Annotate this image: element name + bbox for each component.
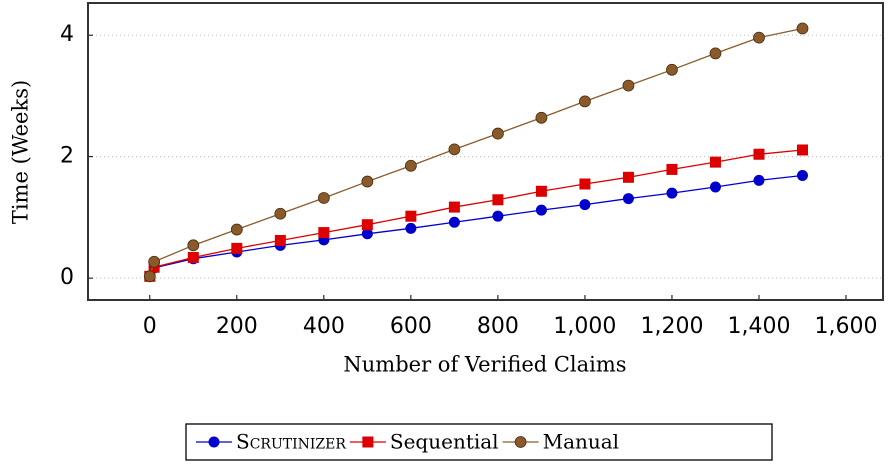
legend-item: Scrutinizer [196,430,346,454]
marker [796,22,809,35]
marker [535,111,548,124]
x-tick-label: 1,000 [553,314,616,339]
x-tick-label: 0 [143,314,157,339]
x-tick-label: 800 [477,314,519,339]
legend-label: Sequential [390,430,499,454]
marker [709,156,721,168]
marker [317,192,330,204]
series-line [149,27,803,277]
marker [143,270,156,283]
marker [666,63,678,76]
marker [404,159,417,172]
marker [709,181,721,193]
y-axis-label: Time (Weeks) [9,80,33,224]
marker [709,47,722,60]
x-tick-label: 200 [216,314,258,339]
marker [405,210,417,222]
marker [666,187,678,199]
marker [362,436,374,448]
marker [535,185,547,197]
marker [187,251,199,263]
legend-box [185,423,773,461]
marker [448,143,461,156]
marker [796,144,808,156]
series-line [149,149,803,277]
marker [796,169,808,181]
legend-item: Manual [502,430,619,454]
x-tick-label: 1,200 [640,314,703,339]
marker [514,436,527,448]
marker [361,219,373,231]
marker [318,227,330,239]
legend-item: Sequential [349,430,499,454]
marker [148,255,161,268]
x-tick-label: 600 [390,314,432,339]
x-tick-label: 1,400 [727,314,790,339]
marker [579,95,591,108]
marker [753,31,765,44]
y-tick-label: 4 [60,22,74,47]
y-tick-label: 2 [60,144,74,169]
marker [361,175,374,188]
marker [448,201,460,213]
x-axis-label: Number of Verified Claims [343,353,626,377]
marker [535,204,547,216]
marker [405,222,417,234]
marker [753,148,765,160]
marker [622,193,634,205]
marker [579,178,591,190]
marker [274,207,287,220]
marker [666,163,678,175]
marker [187,239,200,252]
marker [361,228,373,240]
marker [622,171,634,183]
plot-frame [87,2,884,301]
legend-label: Scrutinizer [236,430,346,454]
y-tick-label: 0 [60,265,74,290]
marker [622,79,635,92]
marker [231,242,243,254]
marker [492,210,504,222]
marker [208,436,220,448]
marker [753,174,765,186]
marker [230,223,243,236]
legend-label: Manual [543,430,619,454]
marker [448,216,460,228]
x-tick-label: 1,600 [815,314,878,339]
marker [492,127,504,140]
marker [492,194,504,206]
x-tick-label: 400 [303,314,345,339]
marker [274,234,286,246]
marker [579,199,591,211]
